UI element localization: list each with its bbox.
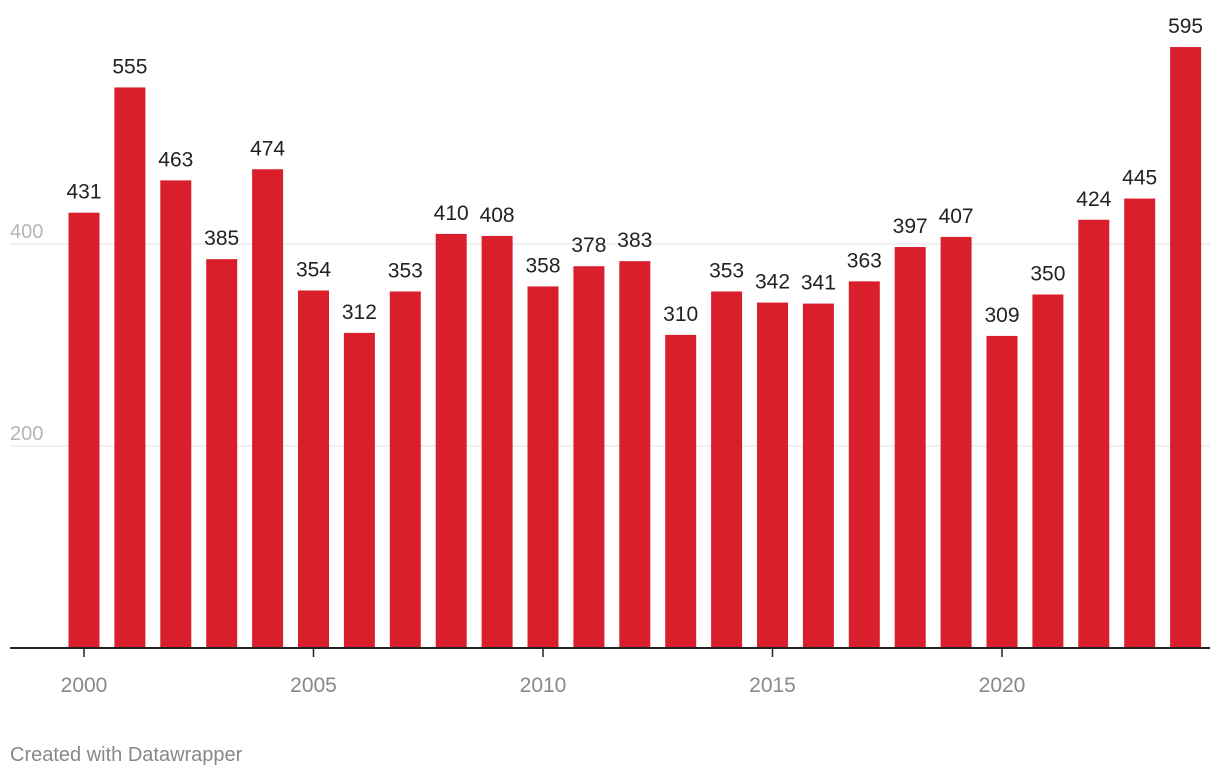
bar-2017 bbox=[848, 281, 880, 648]
value-label-2000: 431 bbox=[66, 181, 101, 204]
value-label-2012: 383 bbox=[617, 229, 652, 252]
value-label-2019: 407 bbox=[939, 205, 974, 228]
value-label-2008: 410 bbox=[434, 202, 469, 225]
value-label-2011: 378 bbox=[571, 234, 606, 257]
y-axis-tick-labels: 200 400 bbox=[10, 221, 43, 445]
value-label-2014: 353 bbox=[709, 259, 744, 282]
bar-2023 bbox=[1124, 198, 1156, 649]
y-tick-label: 400 bbox=[10, 221, 43, 243]
value-label-2017: 363 bbox=[847, 249, 882, 272]
x-axis-ticks: 2000 2005 2010 2015 2020 bbox=[61, 648, 1026, 697]
bar-2000 bbox=[68, 212, 100, 648]
bar-2013 bbox=[665, 334, 697, 648]
x-tick-label: 2020 bbox=[979, 674, 1026, 697]
data-labels: 431 555 463 385 474 354 312 353 410 408 358 378 383 3… bbox=[66, 15, 1203, 327]
value-label-2009: 408 bbox=[480, 204, 515, 227]
bar-2018 bbox=[894, 247, 926, 648]
bar-2009 bbox=[481, 235, 513, 649]
bar-2001 bbox=[114, 87, 146, 648]
value-label-2022: 424 bbox=[1076, 188, 1111, 211]
bar-2015 bbox=[757, 302, 788, 648]
y-tick-label: 200 bbox=[10, 423, 43, 445]
bar-2006 bbox=[343, 332, 375, 648]
value-label-2018: 397 bbox=[893, 215, 928, 238]
bar-2022 bbox=[1078, 219, 1110, 648]
x-tick-label: 2010 bbox=[520, 674, 567, 697]
value-label-2015: 342 bbox=[755, 271, 790, 294]
bar-chart: 200 400 431 555 463 385 474 354 312 353 410 408 358… bbox=[10, 15, 1210, 697]
datawrapper-credit: Created with Datawrapper bbox=[10, 744, 243, 766]
value-label-2023: 445 bbox=[1122, 167, 1157, 190]
bar-2008 bbox=[435, 233, 467, 648]
x-tick-label: 2005 bbox=[290, 674, 337, 697]
value-label-2003: 385 bbox=[204, 227, 239, 250]
bar-2012 bbox=[619, 261, 651, 648]
value-label-2010: 358 bbox=[525, 254, 560, 277]
bar-2016 bbox=[802, 303, 834, 648]
value-label-2001: 555 bbox=[112, 55, 147, 78]
bar-2010 bbox=[527, 286, 559, 648]
value-label-2002: 463 bbox=[158, 148, 193, 171]
value-label-2006: 312 bbox=[342, 301, 377, 324]
bars bbox=[68, 47, 1202, 649]
value-label-2024: 595 bbox=[1168, 15, 1203, 38]
bar-2011 bbox=[573, 266, 605, 648]
bar-2005 bbox=[298, 290, 329, 648]
bar-2019 bbox=[940, 236, 972, 648]
bar-2020 bbox=[986, 335, 1018, 648]
bar-2003 bbox=[206, 259, 238, 648]
value-label-2021: 350 bbox=[1030, 263, 1065, 286]
bar-2004 bbox=[252, 169, 284, 648]
value-label-2007: 353 bbox=[388, 259, 423, 282]
value-label-2005: 354 bbox=[296, 258, 331, 281]
bar-2021 bbox=[1032, 294, 1064, 648]
value-label-2016: 341 bbox=[801, 272, 836, 295]
bar-2024 bbox=[1170, 47, 1202, 649]
value-label-2013: 310 bbox=[663, 303, 698, 326]
value-label-2004: 474 bbox=[250, 137, 285, 160]
bar-2014 bbox=[711, 291, 743, 648]
value-label-2020: 309 bbox=[984, 304, 1019, 327]
x-tick-label: 2015 bbox=[749, 674, 796, 697]
bar-2007 bbox=[389, 291, 421, 648]
bar-2002 bbox=[160, 180, 192, 648]
x-tick-label: 2000 bbox=[61, 674, 108, 697]
